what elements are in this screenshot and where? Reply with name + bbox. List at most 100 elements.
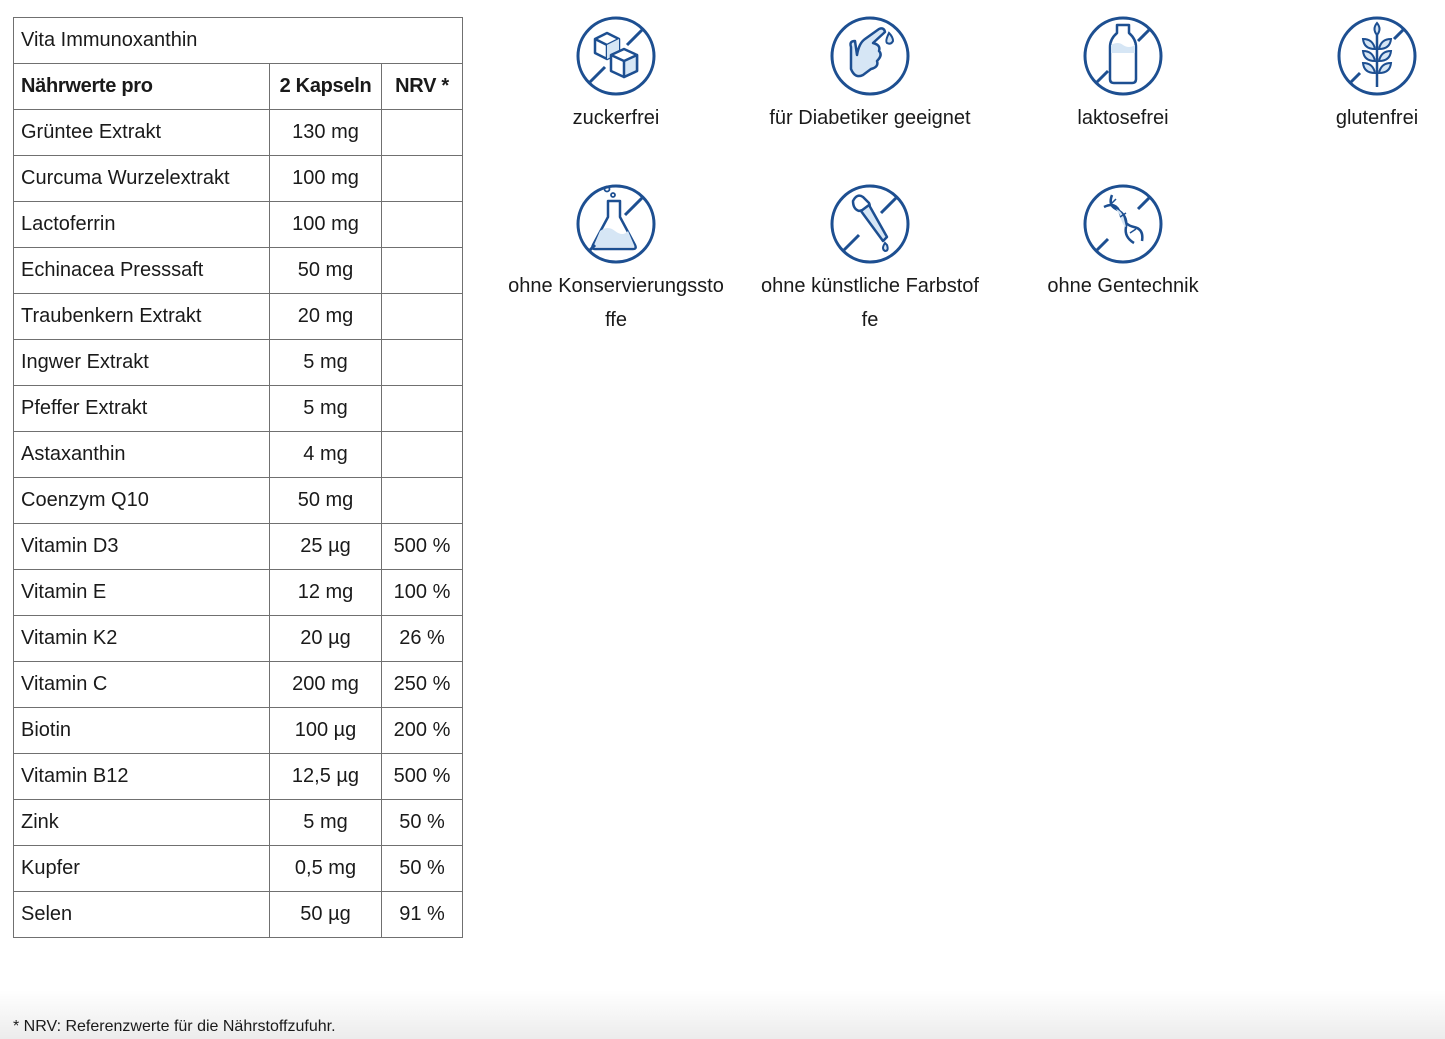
feature-label: ohne künstliche Farbstoffe	[761, 275, 979, 331]
table-row: Pfeffer Extrakt 5 mg	[13, 385, 463, 432]
nutrient-name: Vitamin K2	[13, 615, 270, 662]
amount-per-2-capsules: 50 mg	[269, 477, 382, 524]
no-artificial-colors-icon	[830, 184, 910, 264]
nutrient-name: Vitamin D3	[13, 523, 270, 570]
feature-no-preservatives: ohne Konservierungsstoffe	[506, 183, 726, 337]
nrv-percent: 100 %	[381, 569, 463, 616]
table-row: Vitamin C 200 mg 250 %	[13, 661, 463, 708]
nutrient-name: Pfeffer Extrakt	[13, 385, 270, 432]
amount-per-2-capsules: 20 µg	[269, 615, 382, 662]
table-row: Vitamin E 12 mg 100 %	[13, 569, 463, 616]
amount-per-2-capsules: 5 mg	[269, 799, 382, 846]
feature-label: ohne Gentechnik	[1047, 275, 1199, 297]
table-row: Kupfer 0,5 mg 50 %	[13, 845, 463, 892]
nrv-percent: 50 %	[381, 845, 463, 892]
nrv-percent	[381, 155, 463, 202]
nutrient-name: Lactoferrin	[13, 201, 270, 248]
table-row: Astaxanthin 4 mg	[13, 431, 463, 478]
nutrient-name: Zink	[13, 799, 270, 846]
amount-per-2-capsules: 130 mg	[269, 109, 382, 156]
nrv-percent: 500 %	[381, 753, 463, 800]
nutrient-name: Vitamin B12	[13, 753, 270, 800]
table-row: Vitamin K2 20 µg 26 %	[13, 615, 463, 662]
nrv-percent: 26 %	[381, 615, 463, 662]
feature-label: glutenfrei	[1335, 107, 1419, 129]
no-preservatives-icon	[576, 184, 656, 264]
table-row: Vitamin D3 25 µg 500 %	[13, 523, 463, 570]
table-row: Biotin 100 µg 200 %	[13, 707, 463, 754]
amount-per-2-capsules: 4 mg	[269, 431, 382, 478]
feature-no-gmo: ohne Gentechnik	[1013, 183, 1233, 303]
table-row: Traubenkern Extrakt 20 mg	[13, 293, 463, 340]
table-row: Zink 5 mg 50 %	[13, 799, 463, 846]
amount-per-2-capsules: 100 mg	[269, 201, 382, 248]
nrv-percent: 50 %	[381, 799, 463, 846]
amount-per-2-capsules: 25 µg	[269, 523, 382, 570]
feature-sugar-free: zuckerfrei	[506, 15, 726, 135]
amount-per-2-capsules: 200 mg	[269, 661, 382, 708]
nrv-percent	[381, 477, 463, 524]
feature-gluten-free: glutenfrei	[1267, 15, 1445, 135]
no-lactose-icon	[1083, 16, 1163, 96]
nutrient-name: Vitamin C	[13, 661, 270, 708]
nutrient-name: Astaxanthin	[13, 431, 270, 478]
no-sugar-icon	[576, 16, 656, 96]
table-title-row: Vita Immunoxanthin	[13, 17, 463, 64]
feature-no-artificial-colors: ohne künstliche Farbstoffe	[760, 183, 980, 337]
nrv-percent: 200 %	[381, 707, 463, 754]
amount-per-2-capsules: 50 mg	[269, 247, 382, 294]
feature-label: ohne Konservierungsstoffe	[508, 275, 724, 331]
feature-label: für Diabetiker geeignet	[769, 107, 971, 129]
feature-label: zuckerfrei	[572, 107, 660, 129]
header-nrv: NRV *	[381, 63, 463, 110]
diabetic-finger-icon	[830, 16, 910, 96]
amount-per-2-capsules: 100 µg	[269, 707, 382, 754]
amount-per-2-capsules: 12 mg	[269, 569, 382, 616]
amount-per-2-capsules: 5 mg	[269, 385, 382, 432]
table-row: Selen 50 µg 91 %	[13, 891, 463, 938]
table-row: Grüntee Extrakt 130 mg	[13, 109, 463, 156]
table-row: Coenzym Q10 50 mg	[13, 477, 463, 524]
table-row: Vitamin B12 12,5 µg 500 %	[13, 753, 463, 800]
amount-per-2-capsules: 20 mg	[269, 293, 382, 340]
footer: * NRV: Referenzwerte für die Nährstoffzu…	[0, 990, 1445, 1039]
nrv-percent	[381, 339, 463, 386]
nrv-footnote: * NRV: Referenzwerte für die Nährstoffzu…	[13, 1018, 336, 1035]
amount-per-2-capsules: 12,5 µg	[269, 753, 382, 800]
amount-per-2-capsules: 100 mg	[269, 155, 382, 202]
nutrient-name: Coenzym Q10	[13, 477, 270, 524]
nrv-percent: 91 %	[381, 891, 463, 938]
amount-per-2-capsules: 50 µg	[269, 891, 382, 938]
nrv-percent	[381, 385, 463, 432]
no-gluten-icon	[1337, 16, 1417, 96]
nrv-percent	[381, 431, 463, 478]
nutrient-name: Echinacea Presssaft	[13, 247, 270, 294]
nutrient-name: Selen	[13, 891, 270, 938]
table-header-row: Nährwerte pro 2 Kapseln NRV *	[13, 63, 463, 110]
nrv-percent: 500 %	[381, 523, 463, 570]
nutrition-table: Vita Immunoxanthin Nährwerte pro 2 Kapse…	[13, 17, 463, 938]
header-amount: 2 Kapseln	[269, 63, 382, 110]
table-row: Echinacea Presssaft 50 mg	[13, 247, 463, 294]
nutrient-name: Grüntee Extrakt	[13, 109, 270, 156]
table-row: Lactoferrin 100 mg	[13, 201, 463, 248]
nutrient-name: Kupfer	[13, 845, 270, 892]
amount-per-2-capsules: 5 mg	[269, 339, 382, 386]
nutrient-name: Biotin	[13, 707, 270, 754]
nutrient-name: Traubenkern Extrakt	[13, 293, 270, 340]
nrv-percent: 250 %	[381, 661, 463, 708]
nrv-percent	[381, 201, 463, 248]
feature-label: laktosefrei	[1077, 107, 1169, 129]
amount-per-2-capsules: 0,5 mg	[269, 845, 382, 892]
feature-lactose-free: laktosefrei	[1013, 15, 1233, 135]
table-row: Ingwer Extrakt 5 mg	[13, 339, 463, 386]
nutrient-name: Ingwer Extrakt	[13, 339, 270, 386]
nrv-percent	[381, 109, 463, 156]
table-row: Curcuma Wurzelextrakt 100 mg	[13, 155, 463, 202]
nutrient-name: Vitamin E	[13, 569, 270, 616]
nrv-percent	[381, 293, 463, 340]
feature-diabetic-suitable: für Diabetiker geeignet	[760, 15, 980, 135]
product-name: Vita Immunoxanthin	[13, 17, 463, 64]
nutrient-name: Curcuma Wurzelextrakt	[13, 155, 270, 202]
no-gmo-icon	[1083, 184, 1163, 264]
